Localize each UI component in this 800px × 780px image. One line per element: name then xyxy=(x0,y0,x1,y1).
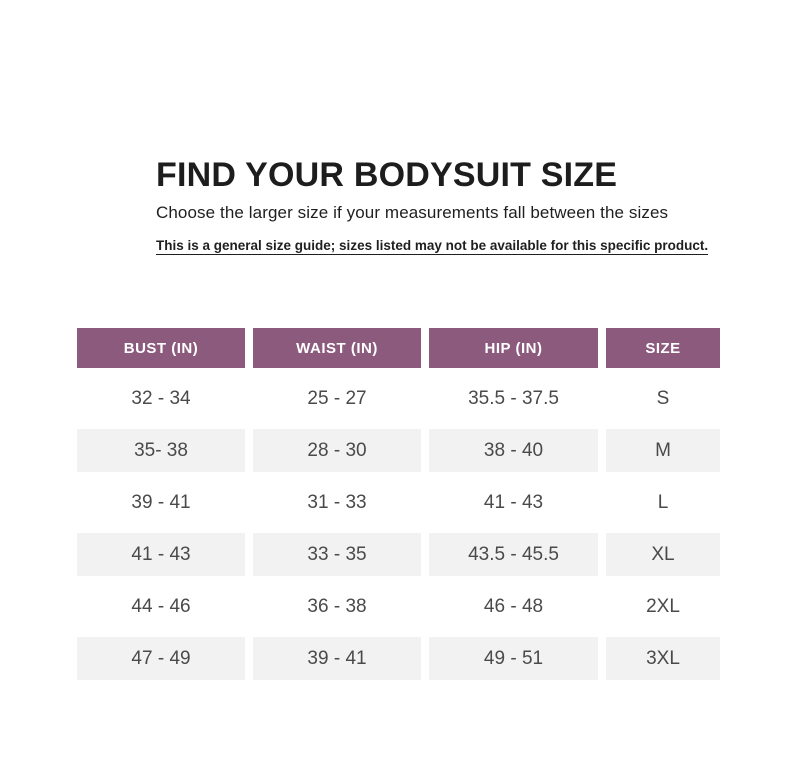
size-guide-note: This is a general size guide; sizes list… xyxy=(156,238,716,255)
table-cell-size-l: L xyxy=(606,481,720,524)
table-cell-size-s: S xyxy=(606,377,720,420)
table-cell-waist-2xl: 36 - 38 xyxy=(253,585,421,628)
table-cell-bust-xl: 41 - 43 xyxy=(77,533,245,576)
table-cell-hip-s: 35.5 - 37.5 xyxy=(429,377,598,420)
page-subtitle: Choose the larger size if your measureme… xyxy=(156,203,669,222)
table-cell-bust-3xl: 47 - 49 xyxy=(77,637,245,680)
column-header-bust: BUST (IN) xyxy=(77,328,245,368)
table-cell-waist-l: 31 - 33 xyxy=(253,481,421,524)
table-cell-hip-3xl: 49 - 51 xyxy=(429,637,598,680)
size-guide-note-text: This is a general size guide; sizes list… xyxy=(156,238,709,255)
table-cell-size-2xl: 2XL xyxy=(606,585,720,628)
table-cell-waist-m: 28 - 30 xyxy=(253,429,421,472)
table-cell-hip-m: 38 - 40 xyxy=(429,429,598,472)
size-guide-heading: FIND YOUR BODYSUIT SIZE Choose the large… xyxy=(156,158,716,255)
column-header-size: SIZE xyxy=(606,328,720,368)
table-cell-waist-s: 25 - 27 xyxy=(253,377,421,420)
table-cell-hip-2xl: 46 - 48 xyxy=(429,585,598,628)
table-cell-bust-l: 39 - 41 xyxy=(77,481,245,524)
table-cell-bust-2xl: 44 - 46 xyxy=(77,585,245,628)
table-cell-size-m: M xyxy=(606,429,720,472)
table-cell-size-xl: XL xyxy=(606,533,720,576)
table-cell-hip-l: 41 - 43 xyxy=(429,481,598,524)
table-cell-hip-xl: 43.5 - 45.5 xyxy=(429,533,598,576)
column-header-waist: WAIST (IN) xyxy=(253,328,421,368)
table-cell-size-3xl: 3XL xyxy=(606,637,720,680)
table-cell-waist-3xl: 39 - 41 xyxy=(253,637,421,680)
size-guide-table: BUST (IN) WAIST (IN) HIP (IN) SIZE 32 - … xyxy=(77,328,720,680)
table-cell-bust-s: 32 - 34 xyxy=(77,377,245,420)
page-title: FIND YOUR BODYSUIT SIZE xyxy=(156,156,618,194)
table-cell-bust-m: 35- 38 xyxy=(77,429,245,472)
table-cell-waist-xl: 33 - 35 xyxy=(253,533,421,576)
column-header-hip: HIP (IN) xyxy=(429,328,598,368)
